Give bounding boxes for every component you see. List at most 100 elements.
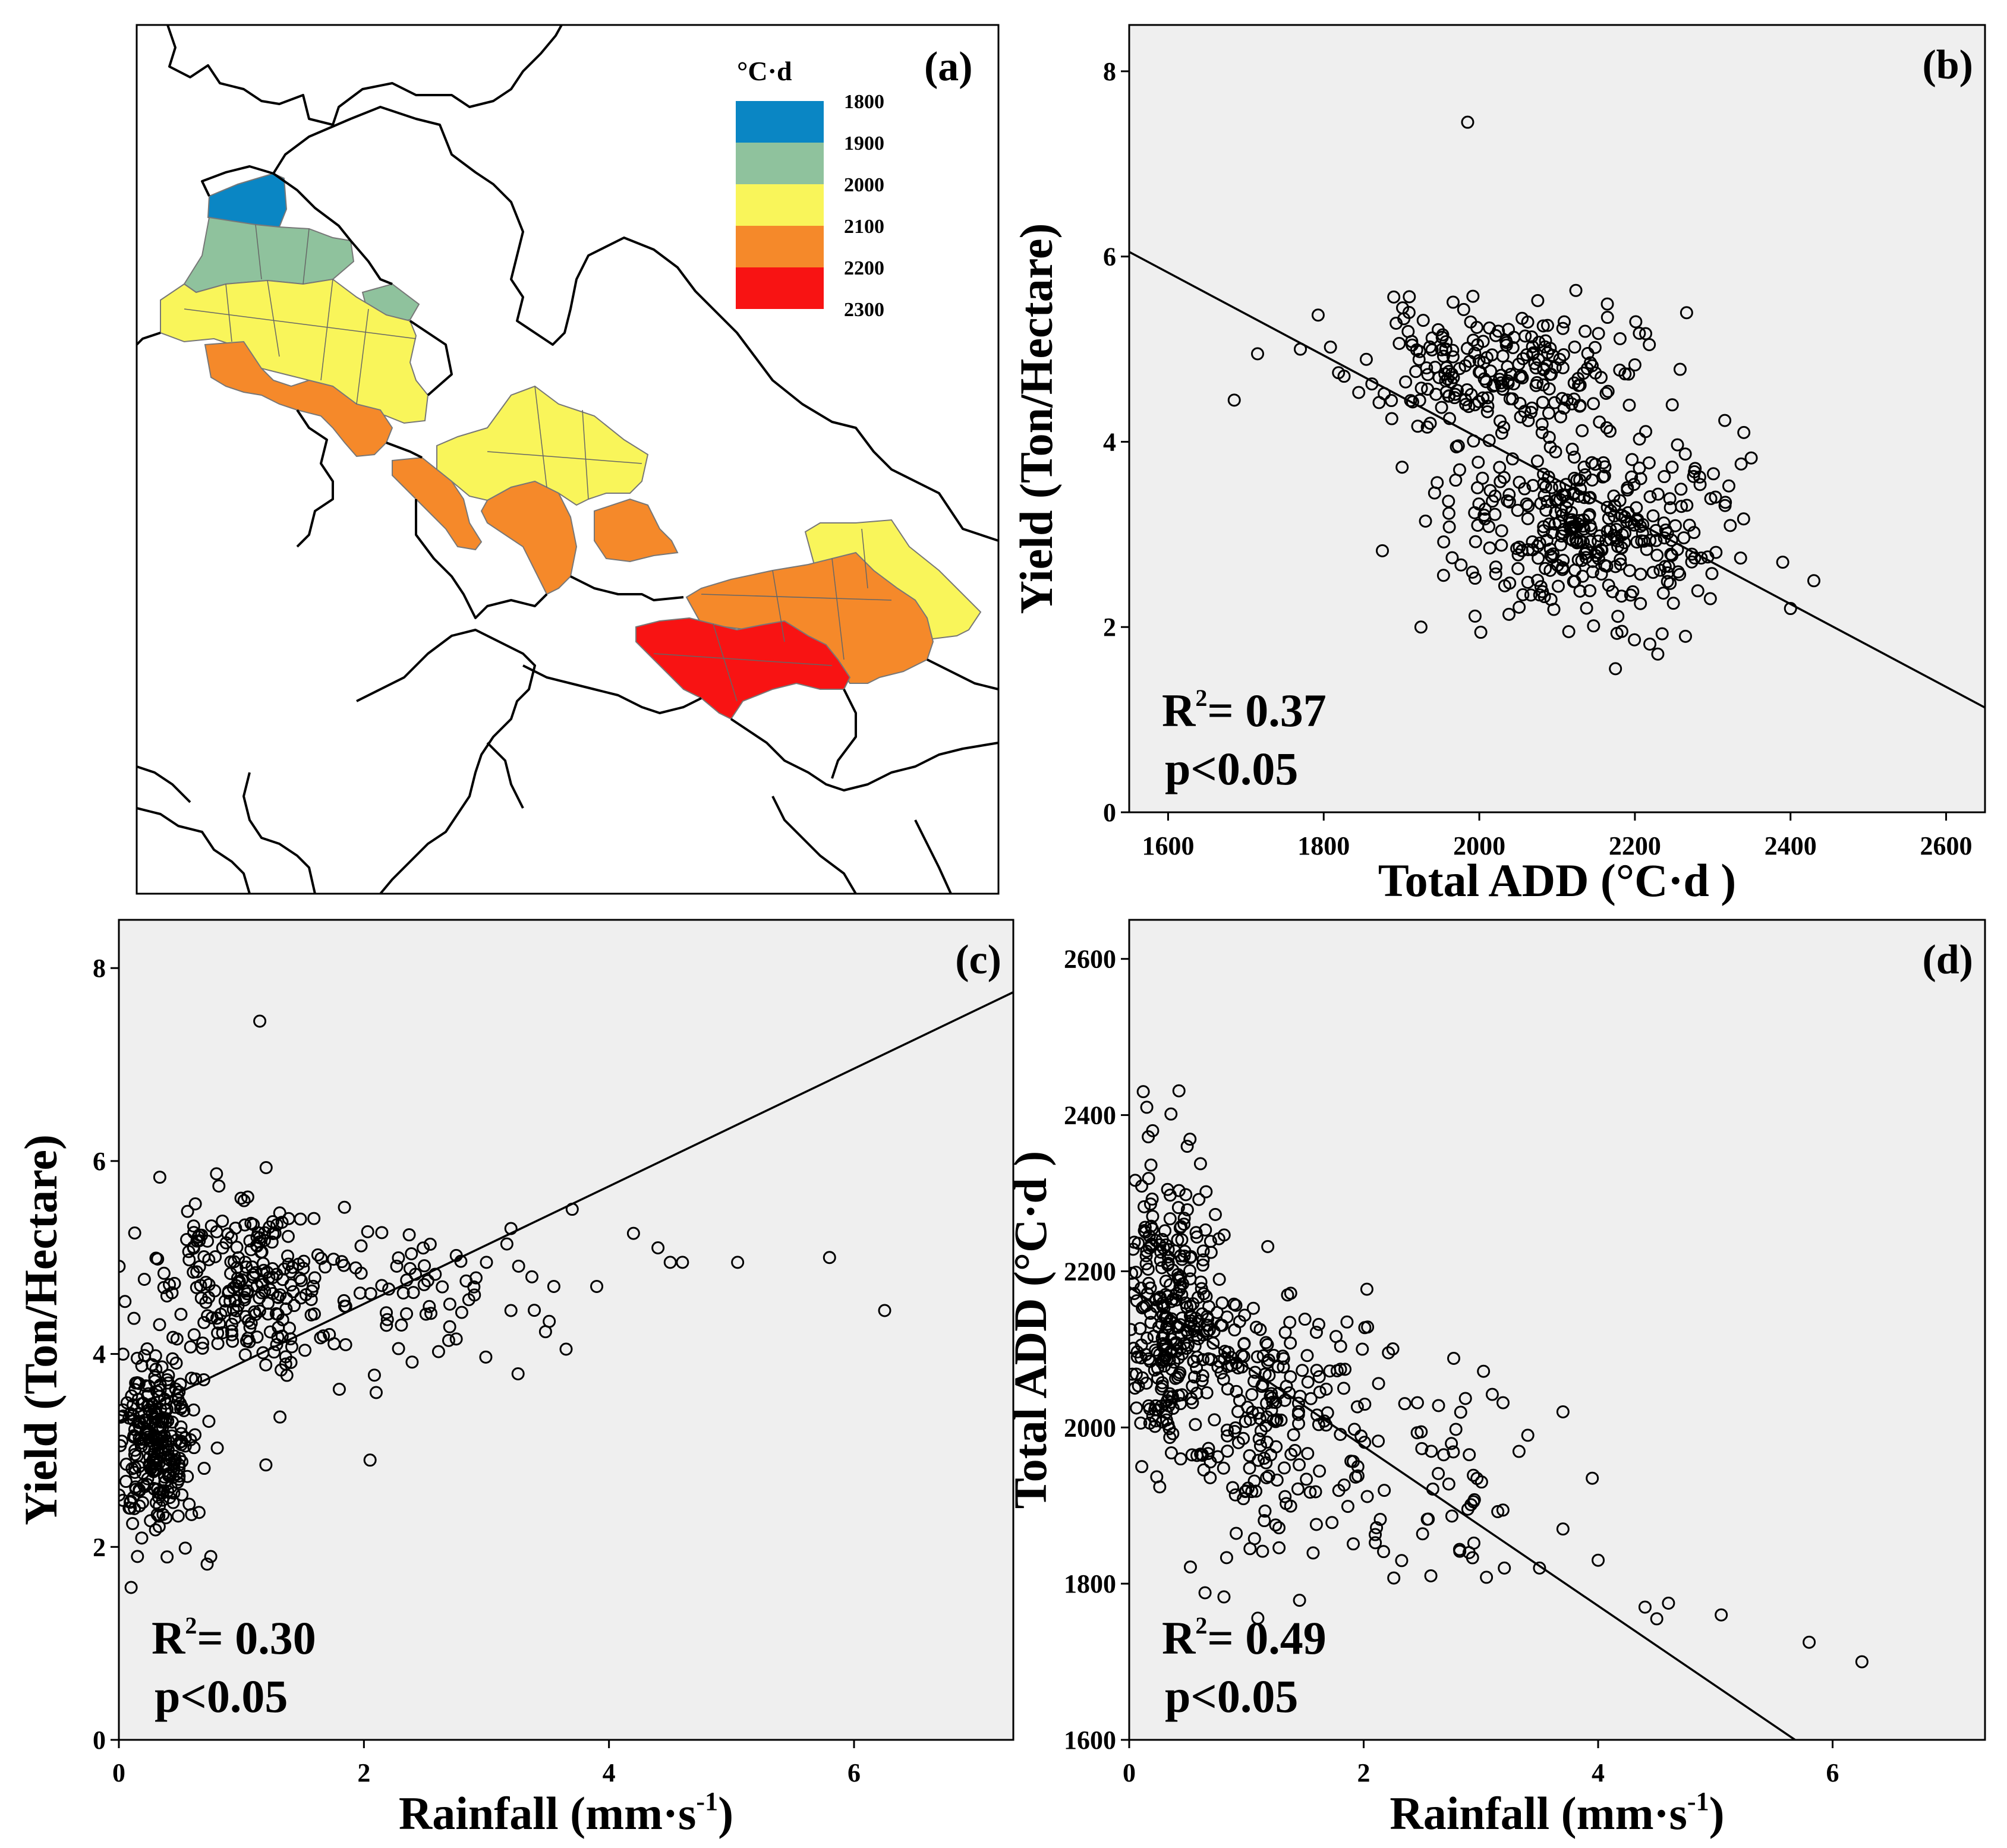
data-point <box>1324 340 1337 354</box>
data-point <box>1445 551 1459 565</box>
y-tick-label: 2400 <box>1064 1101 1116 1130</box>
data-point <box>1256 1544 1269 1558</box>
data-point <box>1258 1514 1271 1528</box>
data-point <box>1129 1235 1141 1249</box>
data-point <box>1502 607 1516 621</box>
data-point <box>1174 1397 1187 1411</box>
data-point <box>1476 391 1490 405</box>
data-point <box>1174 1220 1188 1234</box>
data-point <box>1665 534 1678 547</box>
data-point <box>1235 1349 1249 1363</box>
data-point <box>1449 474 1463 487</box>
data-point <box>1634 597 1647 610</box>
data-point <box>188 1197 202 1210</box>
data-point <box>469 1271 483 1285</box>
data-point <box>1252 1407 1265 1420</box>
data-point <box>1258 1452 1271 1465</box>
data-point <box>1140 1100 1154 1114</box>
data-point <box>1447 1351 1461 1365</box>
data-point <box>125 1389 138 1403</box>
data-point <box>1662 1597 1675 1610</box>
x-tick-label: 6 <box>847 1758 861 1787</box>
data-point <box>253 1304 266 1318</box>
data-point <box>1183 1251 1197 1264</box>
data-point <box>1202 1352 1215 1365</box>
data-point <box>1424 1569 1438 1582</box>
data-point <box>262 1271 276 1285</box>
data-point <box>241 1190 254 1204</box>
data-point <box>1416 314 1430 327</box>
data-point <box>1163 1188 1177 1202</box>
data-point <box>311 1248 324 1262</box>
data-point <box>1630 501 1643 515</box>
data-point <box>1642 456 1656 469</box>
data-point <box>254 1245 268 1259</box>
y-axis-label: Yield (Ton/Hectare) <box>15 1134 67 1525</box>
data-point <box>1377 1545 1391 1559</box>
data-point <box>172 1458 186 1472</box>
data-point <box>268 1226 282 1240</box>
data-point <box>1154 1253 1167 1267</box>
data-point <box>1615 541 1628 554</box>
x-tick-label: 1600 <box>1142 831 1194 860</box>
data-point <box>1162 1422 1176 1436</box>
data-point <box>1218 1345 1231 1358</box>
data-point <box>1135 1460 1149 1474</box>
data-point <box>1655 627 1669 641</box>
data-point <box>500 1237 513 1251</box>
data-point <box>1312 1418 1325 1431</box>
district-lines <box>184 224 892 702</box>
data-point <box>225 1324 238 1338</box>
data-point <box>190 1281 203 1294</box>
data-point <box>1253 1412 1266 1426</box>
data-point <box>1181 1338 1195 1352</box>
data-point <box>1524 588 1537 602</box>
data-point <box>1291 1396 1305 1410</box>
data-point <box>405 1355 419 1369</box>
data-point <box>148 1374 162 1388</box>
data-point <box>1707 467 1721 481</box>
data-point <box>1180 1140 1194 1153</box>
data-point <box>1196 1449 1209 1462</box>
data-point <box>1569 532 1583 546</box>
data-point <box>1539 562 1552 575</box>
data-point <box>1416 1527 1429 1541</box>
data-point <box>1197 1463 1211 1477</box>
data-point <box>1514 369 1528 383</box>
data-point <box>1565 443 1579 456</box>
data-point <box>1170 1344 1184 1358</box>
data-point <box>1158 1224 1172 1238</box>
data-point <box>1539 503 1553 517</box>
region-2100-west <box>204 340 393 458</box>
data-point <box>1155 1382 1168 1396</box>
data-point <box>1174 1452 1187 1466</box>
data-point <box>272 1320 285 1334</box>
data-point <box>175 1488 189 1502</box>
data-point <box>1588 340 1602 354</box>
legend-swatch-1900 <box>736 143 824 184</box>
data-point <box>1203 1471 1217 1484</box>
data-point <box>317 1329 330 1343</box>
x-axis-label: Rainfall (mm·s-1) <box>1390 1787 1724 1839</box>
data-point <box>1545 550 1559 564</box>
data-point <box>201 1309 215 1323</box>
data-point <box>1313 1385 1327 1399</box>
data-point <box>1208 1413 1221 1427</box>
data-point <box>1464 1498 1478 1512</box>
data-point <box>137 1272 151 1286</box>
data-point <box>1390 317 1403 330</box>
data-point <box>1625 453 1639 466</box>
data-point <box>314 1251 328 1265</box>
data-point <box>1252 1453 1265 1467</box>
data-point <box>1265 1387 1278 1401</box>
data-point <box>187 1441 201 1455</box>
data-point <box>1347 1455 1360 1468</box>
data-point <box>1199 1185 1213 1199</box>
data-point <box>283 1332 297 1346</box>
data-point <box>156 1486 169 1500</box>
data-point <box>232 1275 246 1288</box>
data-point <box>1466 565 1479 579</box>
data-point <box>337 1259 351 1272</box>
data-point <box>157 1266 171 1280</box>
data-point <box>1373 1512 1387 1526</box>
